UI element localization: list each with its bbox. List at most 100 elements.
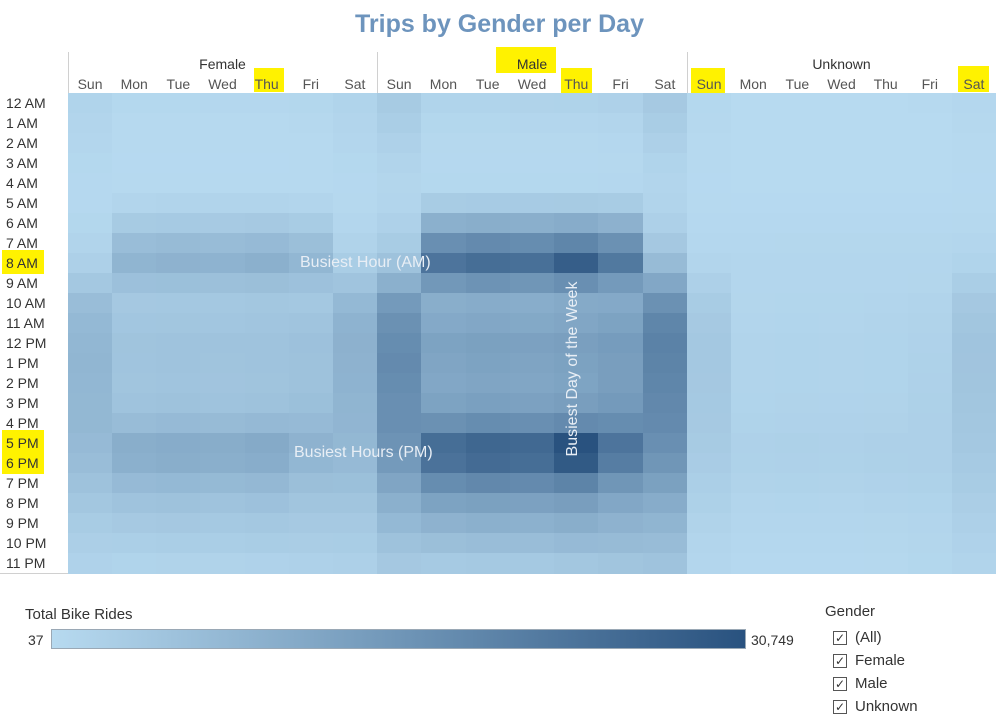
heatmap-cell bbox=[598, 273, 644, 294]
heatmap-cell bbox=[775, 513, 820, 534]
heatmap-cell bbox=[68, 193, 113, 214]
heatmap-cell bbox=[775, 93, 820, 114]
checkbox-male[interactable]: ✓ bbox=[833, 676, 847, 691]
heatmap-cell bbox=[288, 273, 334, 294]
day-label-mon: Mon bbox=[429, 76, 458, 92]
day-label-tue: Tue bbox=[475, 76, 500, 92]
heatmap-cell bbox=[68, 273, 113, 294]
heatmap-cell bbox=[554, 393, 599, 414]
heatmap-cell bbox=[951, 153, 997, 174]
heatmap-cell bbox=[863, 513, 909, 534]
heatmap-cell bbox=[775, 233, 820, 254]
checkbox-female[interactable]: ✓ bbox=[833, 653, 847, 668]
heatmap-cell bbox=[156, 153, 201, 174]
heatmap-cell bbox=[156, 353, 201, 374]
day-label-sun: Sun bbox=[386, 76, 412, 92]
checkbox-unknown[interactable]: ✓ bbox=[833, 699, 847, 714]
heatmap-cell bbox=[244, 513, 290, 534]
heatmap-cell bbox=[465, 113, 511, 134]
heatmap-cell bbox=[112, 393, 157, 414]
heatmap-cell bbox=[465, 533, 511, 554]
heatmap-cell bbox=[421, 513, 467, 534]
heatmap-cell bbox=[775, 173, 820, 194]
heatmap-cell bbox=[421, 273, 467, 294]
heatmap-cell bbox=[377, 453, 422, 474]
heatmap-cell bbox=[244, 453, 290, 474]
heatmap-cell bbox=[598, 373, 644, 394]
heatmap-cell bbox=[509, 413, 555, 434]
filter-item-unknown[interactable]: ✓ Unknown bbox=[833, 698, 918, 715]
heatmap-cell bbox=[554, 233, 599, 254]
heatmap-cell bbox=[951, 253, 997, 274]
heatmap-cell bbox=[863, 213, 909, 234]
filter-item-male[interactable]: ✓ Male bbox=[833, 675, 888, 692]
heatmap-cell bbox=[731, 533, 776, 554]
heatmap-cell bbox=[465, 333, 511, 354]
heatmap-cell bbox=[863, 233, 909, 254]
heatmap-cell bbox=[421, 333, 467, 354]
heatmap-cell bbox=[642, 453, 688, 474]
heatmap-cell bbox=[377, 133, 422, 154]
hour-label: 8 AM bbox=[6, 255, 38, 271]
heatmap-cell bbox=[951, 373, 997, 394]
heatmap-cell bbox=[465, 433, 511, 454]
legend-max-label: 30,749 bbox=[751, 632, 794, 648]
heatmap-cell bbox=[731, 433, 776, 454]
heatmap-cell bbox=[731, 493, 776, 514]
heatmap-cell bbox=[819, 293, 865, 314]
heatmap-cell bbox=[819, 193, 865, 214]
heatmap-cell bbox=[465, 513, 511, 534]
heatmap-cell bbox=[421, 233, 467, 254]
heatmap-cell bbox=[112, 173, 157, 194]
heatmap-cell bbox=[509, 393, 555, 414]
heatmap-cell bbox=[288, 433, 334, 454]
heatmap-cell bbox=[509, 473, 555, 494]
hour-label: 6 AM bbox=[6, 215, 38, 231]
heatmap-cell bbox=[509, 293, 555, 314]
heatmap-cell bbox=[598, 513, 644, 534]
heatmap-cell bbox=[554, 273, 599, 294]
day-label-sat: Sat bbox=[344, 76, 366, 92]
heatmap-cell bbox=[112, 473, 157, 494]
heatmap-cell bbox=[819, 473, 865, 494]
heatmap-cell bbox=[642, 533, 688, 554]
heatmap-cell bbox=[951, 273, 997, 294]
heatmap-cell bbox=[598, 93, 644, 114]
heatmap-cell bbox=[687, 413, 732, 434]
heatmap-cell bbox=[465, 133, 511, 154]
heatmap-cell bbox=[156, 533, 201, 554]
heatmap-cell bbox=[907, 313, 953, 334]
heatmap-cell bbox=[332, 193, 378, 214]
heatmap-cell bbox=[421, 433, 467, 454]
heatmap-cell bbox=[377, 193, 422, 214]
heatmap-cell bbox=[863, 153, 909, 174]
heatmap-cell bbox=[642, 333, 688, 354]
heatmap-cell bbox=[68, 453, 113, 474]
annotation-busiest-day: Busiest Day of the Week bbox=[564, 281, 581, 457]
heatmap-cell bbox=[377, 353, 422, 374]
heatmap-cell bbox=[332, 533, 378, 554]
heatmap-cell bbox=[731, 273, 776, 294]
filter-item-female[interactable]: ✓ Female bbox=[833, 652, 905, 669]
heatmap-cell bbox=[907, 233, 953, 254]
heatmap-cell bbox=[421, 133, 467, 154]
heatmap-cell bbox=[598, 553, 644, 574]
heatmap-cell bbox=[687, 333, 732, 354]
heatmap-cell bbox=[288, 293, 334, 314]
heatmap-cell bbox=[951, 193, 997, 214]
heatmap-cell bbox=[642, 433, 688, 454]
heatmap-cell bbox=[509, 533, 555, 554]
heatmap-cell bbox=[332, 373, 378, 394]
heatmap-cell bbox=[68, 213, 113, 234]
heatmap-cell bbox=[200, 353, 246, 374]
heatmap-cell bbox=[112, 193, 157, 214]
heatmap-cell bbox=[951, 93, 997, 114]
heatmap-cell bbox=[819, 253, 865, 274]
checkbox-all[interactable]: ✓ bbox=[833, 630, 847, 645]
heatmap-cell bbox=[951, 453, 997, 474]
heatmap-cell bbox=[112, 153, 157, 174]
filter-item-all[interactable]: ✓ (All) bbox=[833, 629, 882, 646]
heatmap-cell bbox=[112, 453, 157, 474]
heatmap-cell bbox=[200, 133, 246, 154]
heatmap-cell bbox=[731, 353, 776, 374]
